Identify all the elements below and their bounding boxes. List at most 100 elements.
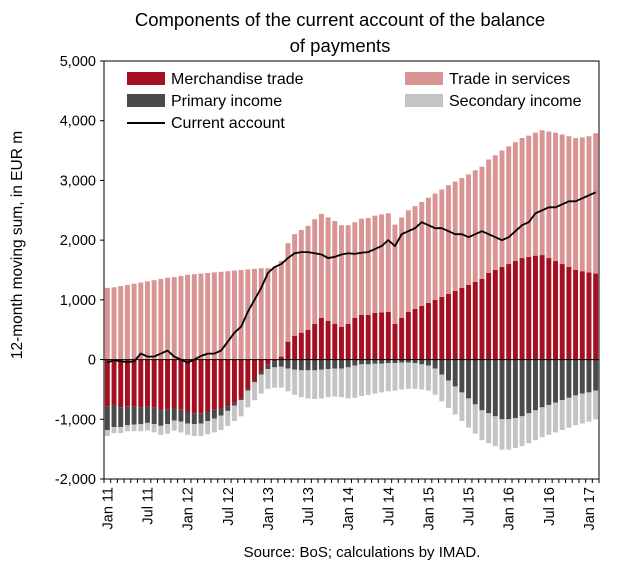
bar-primary-income: [566, 359, 572, 398]
bar-secondary-income: [405, 362, 411, 389]
bar-secondary-income: [258, 374, 264, 394]
bar-trade-in-services: [546, 131, 552, 259]
bar-merchandise-trade: [305, 329, 311, 360]
bar-secondary-income: [593, 390, 599, 420]
bar-primary-income: [532, 359, 538, 411]
bar-secondary-income: [586, 392, 592, 422]
bar-trade-in-services: [245, 269, 251, 360]
bar-secondary-income: [499, 419, 505, 450]
bar-primary-income: [111, 404, 117, 428]
bar-secondary-income: [165, 424, 171, 434]
bar-trade-in-services: [278, 261, 284, 357]
bar-trade-in-services: [165, 277, 171, 360]
bar-merchandise-trade: [573, 270, 579, 360]
bar-trade-in-services: [446, 185, 451, 294]
bar-secondary-income: [372, 363, 378, 394]
x-tick-label: Jul 12: [221, 487, 237, 526]
bar-secondary-income: [519, 416, 525, 447]
bar-secondary-income: [546, 404, 552, 435]
bar-secondary-income: [158, 425, 164, 435]
bar-secondary-income: [492, 416, 498, 447]
bar-trade-in-services: [151, 280, 157, 360]
bar-trade-in-services: [392, 224, 398, 324]
bar-trade-in-services: [252, 268, 257, 360]
bar-primary-income: [104, 406, 110, 431]
bar-trade-in-services: [292, 234, 298, 336]
bar-trade-in-services: [526, 135, 532, 257]
bar-primary-income: [586, 359, 592, 393]
bar-trade-in-services: [352, 222, 358, 318]
bar-merchandise-trade: [472, 281, 478, 360]
bar-trade-in-services: [104, 287, 110, 360]
bar-trade-in-services: [506, 146, 512, 265]
bar-primary-income: [178, 409, 184, 422]
bar-primary-income: [559, 359, 565, 401]
bar-secondary-income: [252, 382, 257, 401]
bar-merchandise-trade: [138, 359, 144, 408]
bar-secondary-income: [573, 395, 579, 426]
bar-primary-income: [245, 389, 251, 391]
bar-merchandise-trade: [425, 302, 431, 360]
bar-trade-in-services: [425, 197, 431, 303]
bar-merchandise-trade: [419, 305, 425, 360]
bar-primary-income: [553, 359, 558, 403]
bar-primary-income: [312, 359, 318, 371]
legend-label-current-account: Current account: [171, 115, 285, 132]
bar-merchandise-trade: [365, 314, 371, 360]
bar-secondary-income: [238, 400, 244, 417]
line-current-account: [107, 191, 597, 364]
bar-merchandise-trade: [245, 359, 251, 390]
bar-secondary-income: [539, 407, 545, 438]
bar-primary-income: [372, 359, 378, 364]
y-tick-label: 2,000: [60, 233, 96, 249]
bar-secondary-income: [486, 413, 492, 444]
y-tick-label: -1,000: [55, 412, 96, 428]
bar-merchandise-trade: [325, 320, 331, 360]
bar-primary-income: [238, 398, 244, 401]
axes-layer: 5,0004,0003,0002,0001,0000-1,000-2,000Ja…: [55, 54, 600, 531]
bar-merchandise-trade: [492, 270, 498, 360]
bar-merchandise-trade: [272, 359, 278, 362]
bar-secondary-income: [124, 425, 130, 432]
bar-merchandise-trade: [252, 359, 257, 381]
bar-secondary-income: [145, 422, 150, 431]
bar-trade-in-services: [586, 136, 592, 273]
bar-merchandise-trade: [118, 359, 124, 408]
bar-primary-income: [419, 359, 425, 365]
bar-trade-in-services: [412, 206, 418, 309]
bar-merchandise-trade: [158, 359, 164, 411]
bar-secondary-income: [345, 367, 351, 399]
bar-trade-in-services: [492, 155, 498, 270]
bar-secondary-income: [425, 365, 431, 391]
bar-trade-in-services: [593, 133, 599, 274]
bar-secondary-income: [472, 404, 478, 434]
line-layer: [107, 191, 597, 364]
bar-secondary-income: [225, 410, 231, 426]
bar-secondary-income: [104, 430, 110, 436]
bar-trade-in-services: [258, 268, 264, 360]
bar-secondary-income: [245, 390, 251, 408]
bar-merchandise-trade: [278, 356, 284, 360]
bar-secondary-income: [318, 369, 324, 399]
bar-primary-income: [205, 411, 211, 422]
chart-title-line1: Components of the current account of the…: [135, 9, 545, 30]
bar-secondary-income: [171, 420, 177, 431]
y-tick-label: 4,000: [60, 114, 96, 130]
bar-trade-in-services: [332, 221, 338, 324]
bar-merchandise-trade: [104, 359, 110, 407]
bar-secondary-income: [231, 405, 237, 422]
bar-secondary-income: [292, 369, 298, 395]
bar-merchandise-trade: [499, 267, 505, 360]
y-tick-label: 1,000: [60, 293, 96, 309]
bar-trade-in-services: [405, 210, 411, 312]
bar-trade-in-services: [459, 178, 465, 288]
bar-secondary-income: [211, 418, 217, 433]
bar-merchandise-trade: [532, 255, 538, 360]
bar-primary-income: [252, 380, 257, 383]
bar-trade-in-services: [539, 130, 545, 256]
bar-secondary-income: [265, 369, 271, 389]
bar-trade-in-services: [372, 215, 378, 313]
y-axis-label: 12-month moving sum, in EUR m: [9, 131, 26, 359]
bar-trade-in-services: [345, 225, 351, 324]
bar-merchandise-trade: [359, 314, 365, 360]
